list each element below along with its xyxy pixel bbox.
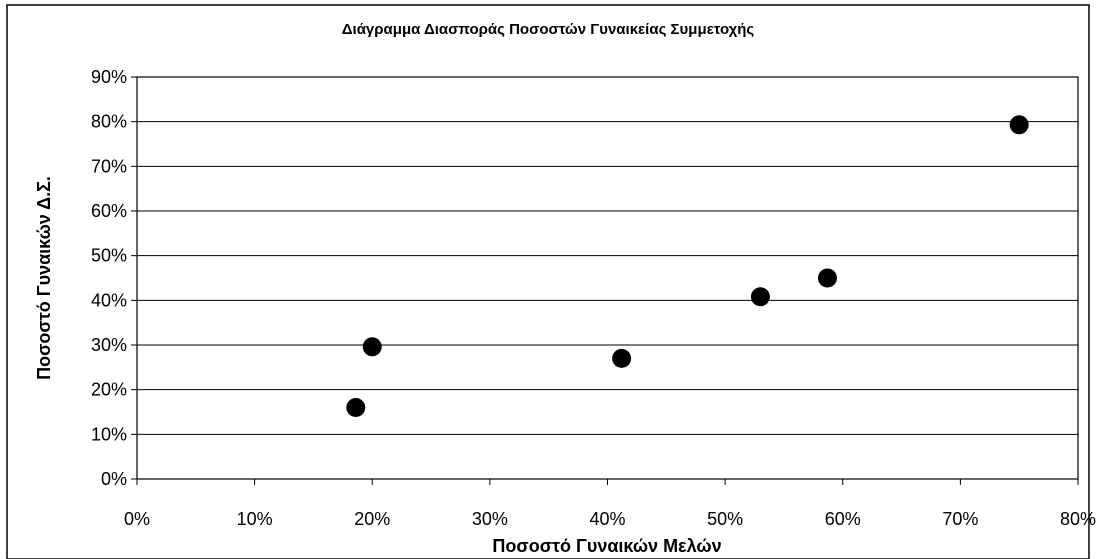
y-tick-label: 40% xyxy=(91,290,127,310)
y-tick-label: 80% xyxy=(91,112,127,132)
y-tick-label: 50% xyxy=(91,246,127,266)
data-point xyxy=(1009,115,1029,135)
x-tick-label: 60% xyxy=(825,509,861,529)
y-tick-label: 70% xyxy=(91,156,127,176)
y-tick-label: 0% xyxy=(101,469,127,489)
x-tick-label: 20% xyxy=(354,509,390,529)
data-points xyxy=(346,115,1029,418)
y-tick-label: 90% xyxy=(91,67,127,87)
x-tick-label: 50% xyxy=(707,509,743,529)
y-tick-label: 10% xyxy=(91,424,127,444)
chart-title: Διάγραμμα Διασποράς Ποσοστών Γυναικείας … xyxy=(342,21,755,38)
y-tick-label: 60% xyxy=(91,201,127,221)
x-tick-label: 0% xyxy=(124,509,150,529)
x-tick-label: 70% xyxy=(942,509,978,529)
data-point xyxy=(346,398,366,418)
data-point xyxy=(750,287,770,307)
x-axis: 0% 10% 20% 30% 40% 50% 60% 70% 80% xyxy=(124,479,1096,529)
y-axis-label: Ποσοστό Γυναικών Δ.Σ. xyxy=(34,176,54,380)
plot-area: 0% 10% 20% 30% 40% 50% 60% 70% 80% 90% 0% 10% 20% 30… xyxy=(91,67,1096,529)
gridlines xyxy=(137,121,1078,435)
data-point xyxy=(362,337,382,357)
data-point xyxy=(612,348,632,368)
data-point xyxy=(817,268,837,288)
chart-frame xyxy=(6,4,1090,559)
x-tick-label: 40% xyxy=(589,509,625,529)
x-tick-label: 80% xyxy=(1060,509,1096,529)
x-axis-label: Ποσοστό Γυναικών Μελών xyxy=(492,536,721,556)
y-tick-label: 20% xyxy=(91,380,127,400)
x-tick-label: 10% xyxy=(237,509,273,529)
x-tick-label: 30% xyxy=(472,509,508,529)
y-axis: 0% 10% 20% 30% 40% 50% 60% 70% 80% 90% xyxy=(91,67,137,489)
y-tick-label: 30% xyxy=(91,335,127,355)
